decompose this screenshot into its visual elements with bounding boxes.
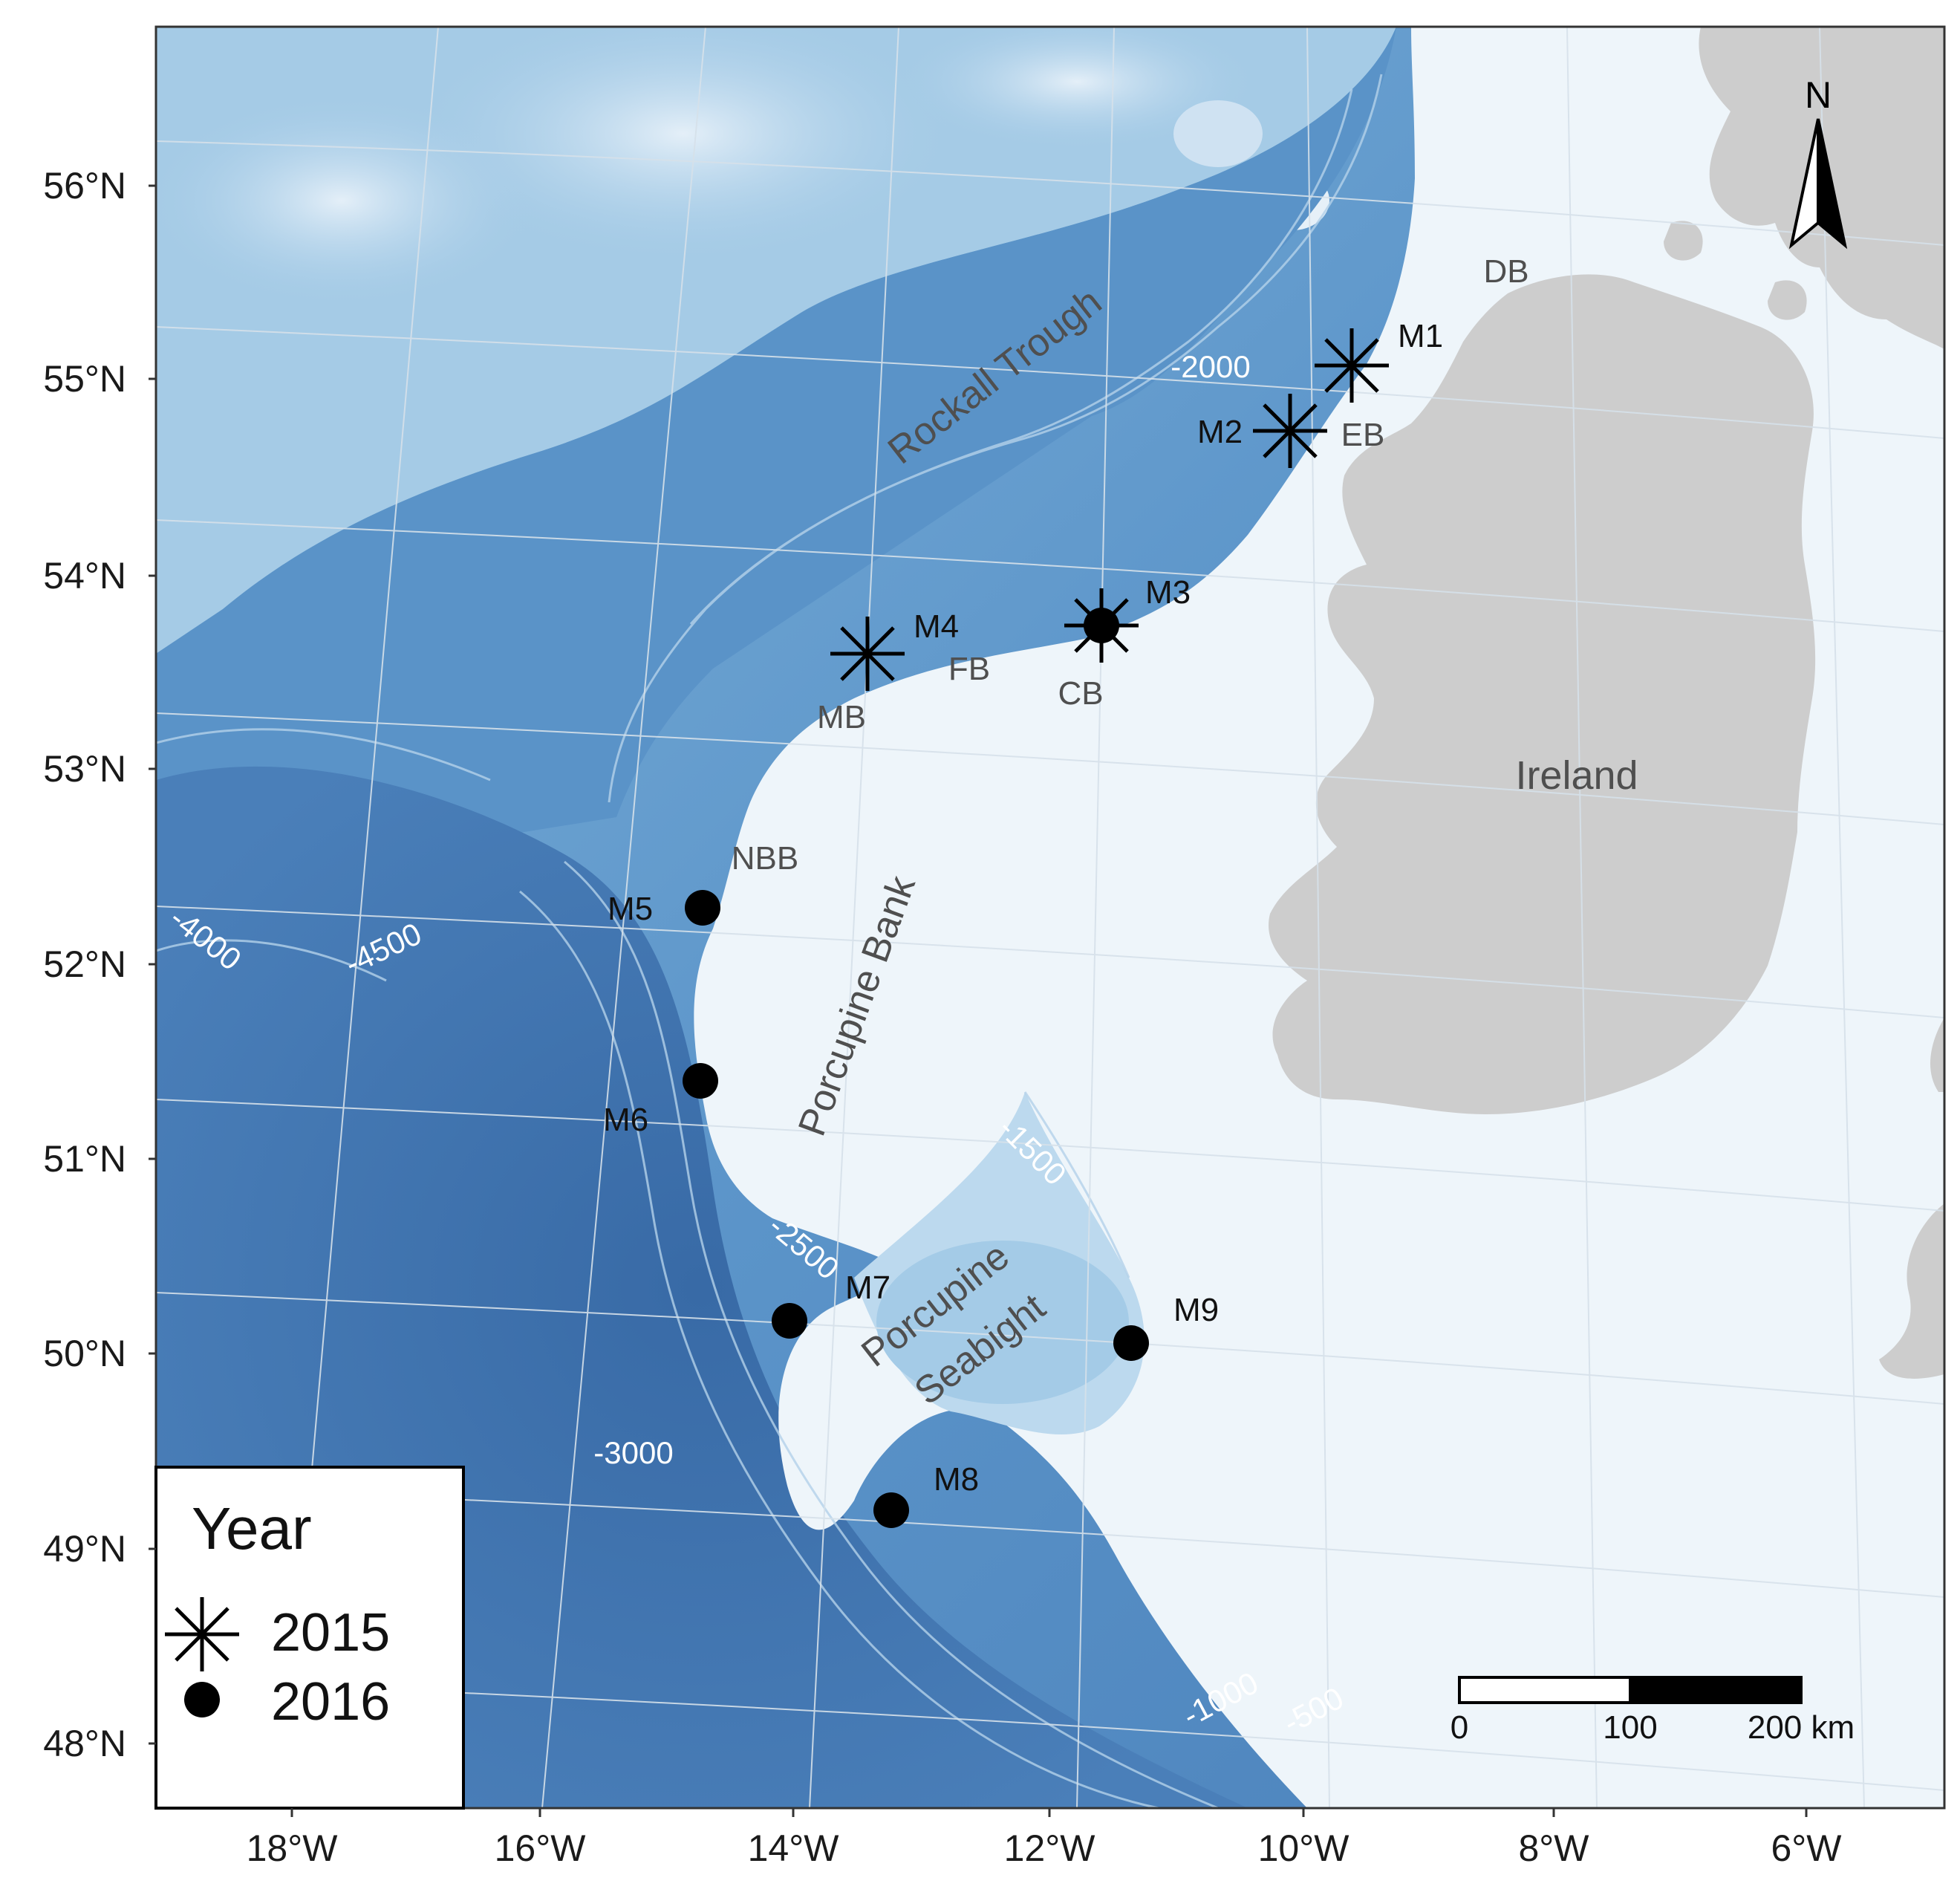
legend-circle-icon (184, 1682, 220, 1717)
site-m4: M4 (830, 608, 959, 691)
ireland-label: Ireland (1515, 753, 1638, 798)
lon-label-10: 10°W (1258, 1827, 1350, 1869)
site-label-m2: M2 (1197, 414, 1243, 450)
lat-label-48: 48°N (43, 1723, 126, 1764)
lat-label-54: 54°N (43, 555, 126, 597)
site-m2: M2 (1197, 394, 1327, 468)
circle-marker (1084, 608, 1119, 643)
site-label-m6: M6 (603, 1102, 648, 1138)
plateau-light-patch (1173, 100, 1263, 167)
site-m5: M5 (608, 890, 720, 927)
asterisk-marker (1315, 328, 1389, 403)
site-m1: M1 (1315, 318, 1443, 403)
site-label-m4: M4 (914, 608, 959, 645)
db-label: DB (1483, 253, 1528, 290)
scale-bar-label-200: 200 km (1748, 1709, 1855, 1746)
north-arrow: N (1788, 74, 1848, 250)
circle-marker (873, 1492, 909, 1528)
lat-label-50: 50°N (43, 1333, 126, 1374)
island (1664, 221, 1703, 261)
lon-label-14: 14°W (748, 1827, 840, 1869)
site-label-m9: M9 (1173, 1292, 1219, 1328)
lon-label-8: 8°W (1519, 1827, 1590, 1869)
scale-bar-segment-white (1458, 1676, 1632, 1704)
plateau-light-patch (899, 27, 1255, 149)
lat-label-55: 55°N (43, 358, 126, 400)
ireland-landmass (1269, 274, 1816, 1114)
eb-label: EB (1341, 417, 1385, 453)
legend-title: Year (192, 1495, 312, 1561)
fb-label: FB (948, 651, 990, 687)
lon-label-16: 16°W (495, 1827, 587, 1869)
site-m7: M7 (772, 1270, 891, 1339)
contour-label-3000: -3000 (593, 1435, 673, 1470)
site-label-m8: M8 (934, 1461, 979, 1498)
lon-label-6: 6°W (1771, 1827, 1843, 1869)
legend: Year 2015 2016 (154, 1466, 465, 1810)
north-arrow-label: N (1805, 74, 1832, 116)
lon-label-18: 18°W (247, 1827, 339, 1869)
site-m8: M8 (873, 1461, 979, 1528)
latitude-axis: 56°N 55°N 54°N 53°N 52°N 51°N 50°N 49°N … (43, 165, 156, 1764)
contour-label-2000: -2000 (1171, 349, 1250, 384)
site-label-m5: M5 (608, 891, 653, 927)
nbb-label: NBB (732, 840, 798, 877)
cb-label: CB (1058, 675, 1103, 712)
plateau-light-patch (156, 97, 535, 305)
scale-bar: 0 100 200 km (1451, 1676, 1855, 1746)
scale-bar-label-100: 100 (1603, 1709, 1657, 1746)
lat-label-53: 53°N (43, 748, 126, 790)
rockall-trough-area (156, 27, 1396, 891)
lat-label-56: 56°N (43, 165, 126, 207)
lon-label-12: 12°W (1004, 1827, 1096, 1869)
site-label-m1: M1 (1398, 318, 1443, 354)
mb-label: MB (817, 699, 866, 735)
asterisk-marker (1253, 394, 1327, 468)
site-m6: M6 (603, 1063, 718, 1138)
site-m3: M3 (1064, 574, 1191, 663)
legend-label-2015: 2015 (271, 1603, 390, 1663)
circle-marker (683, 1063, 718, 1099)
lat-label-52: 52°N (43, 943, 126, 985)
legend-asterisk-icon (165, 1597, 239, 1671)
scale-bar-segment-black (1629, 1676, 1803, 1704)
site-label-m3: M3 (1145, 574, 1191, 611)
asterisk-marker (830, 617, 905, 691)
circle-marker (685, 890, 720, 926)
legend-label-2016: 2016 (271, 1672, 390, 1732)
plateau-light-patch (416, 27, 951, 260)
north-arrow-icon (1817, 118, 1848, 250)
britain-landmass (1879, 1203, 1944, 1379)
lat-label-49: 49°N (43, 1528, 126, 1570)
circle-marker (1113, 1325, 1149, 1361)
longitude-axis: 18°W 16°W 14°W 12°W 10°W 8°W 6°W (247, 1808, 1843, 1869)
lat-label-51: 51°N (43, 1138, 126, 1180)
scale-bar-label-0: 0 (1451, 1709, 1468, 1746)
site-label-m7: M7 (845, 1270, 891, 1306)
britain-landmass (1930, 1018, 1944, 1092)
site-m9: M9 (1113, 1292, 1219, 1361)
island (1768, 280, 1807, 320)
circle-marker (772, 1303, 807, 1339)
seabight-deep (876, 1241, 1129, 1404)
